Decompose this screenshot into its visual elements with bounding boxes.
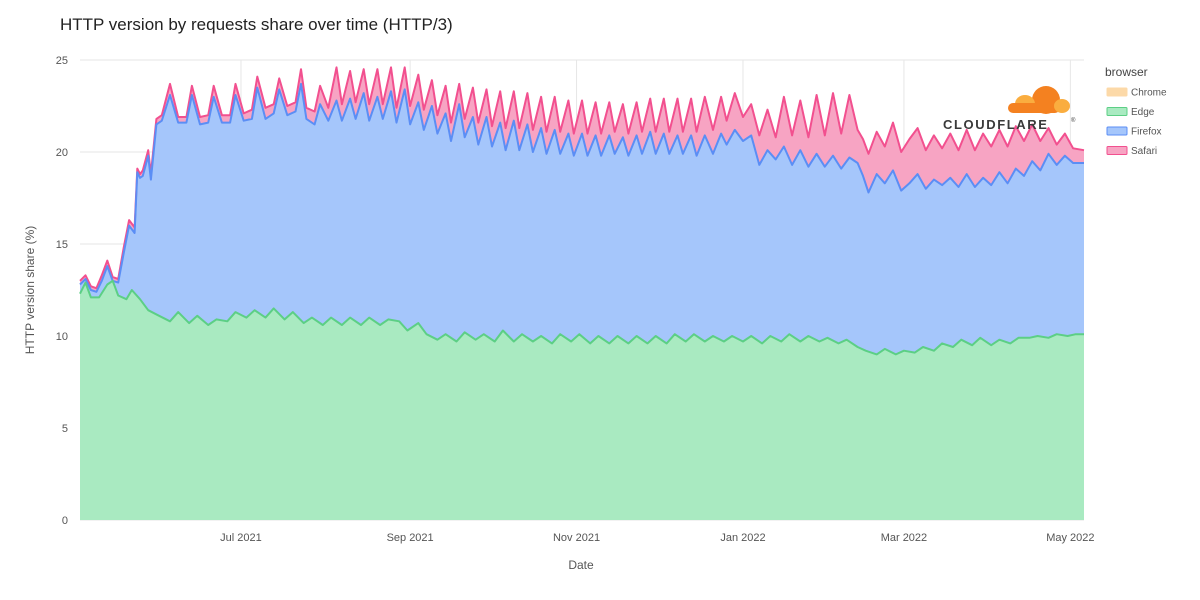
x-tick-label-1: Sep 2021 (387, 532, 434, 544)
legend-label-firefox: Firefox (1131, 127, 1162, 138)
legend-swatch-safari (1106, 146, 1128, 155)
x-tick-label-5: May 2022 (1046, 532, 1094, 544)
series-lines (79, 66, 1085, 356)
cloudflare-logo: CLOUDFLARE ® (943, 86, 1076, 132)
y-tick-label-20: 20 (56, 147, 68, 159)
logo-trademark: ® (1071, 117, 1076, 124)
x-tick-label-0: Jul 2021 (220, 532, 262, 544)
x-axis-label: Date (568, 558, 594, 572)
chart-title: HTTP version by requests share over time… (60, 15, 453, 34)
y-tick-label-15: 15 (56, 239, 68, 251)
x-tick-label-2: Nov 2021 (553, 532, 600, 544)
x-axis-ticks: Jul 2021 Sep 2021 Nov 2021 Jan 2022 Mar 2022… (220, 532, 1094, 544)
cloud-icon (1008, 86, 1070, 114)
series-areas (80, 67, 1084, 521)
y-tick-label-10: 10 (56, 331, 68, 343)
y-tick-label-5: 5 (62, 423, 68, 435)
legend-swatch-firefox (1106, 126, 1128, 136)
safari-line (79, 66, 1085, 290)
legend-swatch-chrome (1106, 87, 1128, 97)
firefox-line (79, 82, 1084, 293)
legend: browser Chrome Edge Firefox Safari (1105, 65, 1167, 157)
edge-line (79, 279, 1084, 356)
y-tick-label-0: 0 (62, 515, 68, 527)
legend-swatch-edge (1106, 107, 1128, 116)
y-axis-label: HTTP version share (%) (23, 226, 37, 354)
legend-title: browser (1105, 65, 1148, 79)
x-tick-label-3: Jan 2022 (720, 532, 765, 544)
x-tick-label-4: Mar 2022 (881, 532, 927, 544)
y-axis-ticks: 0 5 10 15 20 25 (56, 55, 68, 527)
legend-label-edge: Edge (1131, 107, 1155, 118)
edge-area (80, 280, 1084, 520)
legend-label-chrome: Chrome (1131, 88, 1167, 99)
legend-label-safari: Safari (1131, 146, 1157, 157)
y-tick-label-25: 25 (56, 55, 68, 67)
logo-wordmark: CLOUDFLARE (943, 117, 1049, 132)
